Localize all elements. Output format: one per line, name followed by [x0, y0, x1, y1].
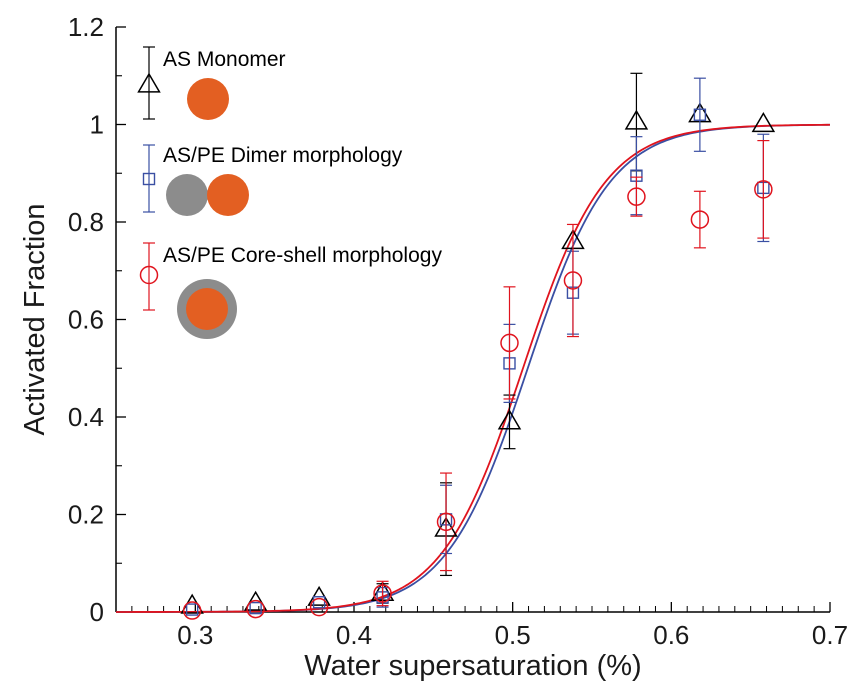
- data-point: [693, 108, 707, 121]
- y-axis-title: Activated Fraction: [19, 203, 51, 435]
- data-series: [180, 72, 776, 620]
- data-point: [436, 512, 456, 532]
- data-point: [751, 112, 776, 133]
- y-tick-label: 0.6: [68, 305, 104, 335]
- series-as-pe-core-shell: [182, 139, 773, 620]
- legend-item-as-monomer: AS Monomer: [137, 46, 286, 120]
- fit-curves: [115, 123, 831, 613]
- legend-item-as-pe-core-shell: AS/PE Core-shell morphology: [139, 242, 442, 311]
- y-tick-label: 0: [90, 597, 104, 627]
- legend-label: AS/PE Dimer morphology: [163, 144, 403, 167]
- legend-marker: [137, 72, 161, 93]
- y-tick-label: 1: [90, 110, 104, 140]
- x-axis-title: Water supersaturation (%): [304, 650, 641, 682]
- data-point: [497, 409, 522, 430]
- data-point: [249, 601, 262, 615]
- legend-marker: [142, 172, 156, 186]
- x-tick-label: 0.5: [495, 620, 531, 650]
- data-point: [243, 590, 268, 611]
- core-shell-core-icon: [186, 288, 228, 330]
- y-tick-label: 1.2: [68, 12, 104, 42]
- legend: AS Monomer AS/PE Dimer morphology AS/PE Co…: [137, 46, 442, 339]
- data-point: [624, 109, 649, 130]
- data-point: [182, 601, 202, 620]
- data-point: [246, 599, 265, 619]
- data-point: [312, 596, 326, 609]
- data-point: [500, 333, 519, 353]
- x-tick-label: 0.3: [177, 620, 213, 650]
- dimer-as-particle-icon: [207, 174, 249, 216]
- legend-label: AS/PE Core-shell morphology: [163, 244, 442, 267]
- dimer-pe-particle-icon: [166, 174, 208, 216]
- fit-curve: [115, 123, 831, 613]
- data-point: [690, 210, 710, 229]
- legend-item-as-pe-dimer: AS/PE Dimer morphology: [142, 144, 403, 213]
- legend-label: AS Monomer: [163, 48, 286, 71]
- y-tick-label: 0.2: [68, 500, 104, 530]
- monomer-particle-icon: [187, 78, 229, 120]
- data-point: [309, 597, 329, 617]
- axes: 0 0.2 0.4 0.6 0.8 1 1.2 0.3 0.4 0.5 0.6 0.7: [68, 12, 848, 650]
- x-tick-label: 0.6: [653, 620, 689, 650]
- x-tick-label: 0.4: [336, 620, 372, 650]
- data-point: [373, 584, 392, 603]
- legend-marker: [139, 265, 159, 285]
- data-point: [754, 180, 773, 199]
- data-point: [563, 271, 583, 290]
- data-point: [627, 187, 646, 206]
- y-tick-label: 0.4: [68, 402, 104, 432]
- x-tick-label: 0.7: [812, 620, 848, 650]
- y-tick-label: 0.8: [68, 207, 104, 237]
- data-point: [185, 603, 199, 616]
